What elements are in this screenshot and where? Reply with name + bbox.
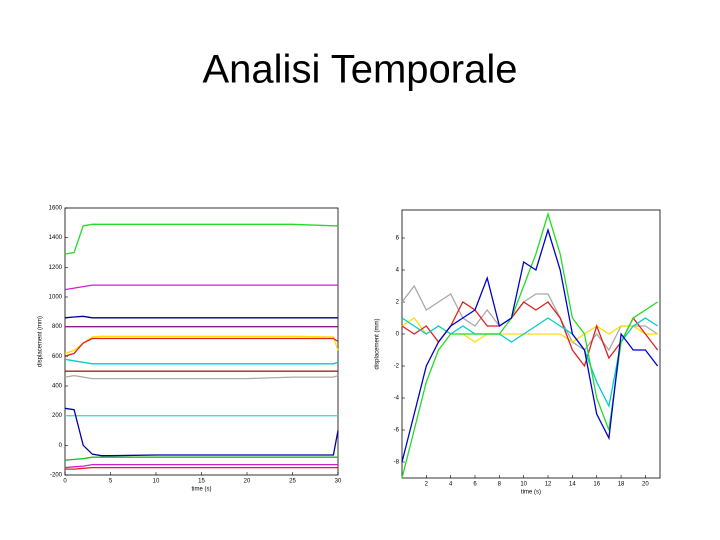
- x-tick-label: 30: [335, 479, 342, 485]
- plot-frame: [401, 209, 661, 479]
- data-line: [64, 223, 338, 255]
- x-tick-label: 12: [545, 482, 552, 488]
- data-line: [64, 456, 338, 461]
- x-tick-label: 6: [473, 482, 477, 488]
- y-tick-label: -4: [394, 396, 400, 402]
- x-tick-label: 18: [618, 482, 625, 488]
- y-tick-label: -6: [394, 428, 400, 434]
- data-line: [64, 463, 338, 469]
- y-tick-label: 0: [396, 332, 400, 338]
- y-tick-label: 200: [52, 413, 63, 419]
- y-tick-label: 400: [52, 384, 63, 390]
- x-tick-label: 4: [449, 482, 453, 488]
- data-line: [64, 374, 339, 380]
- data-line: [64, 358, 339, 365]
- y-tick-label: 1200: [49, 265, 63, 271]
- y-tick-label: 600: [52, 354, 63, 360]
- x-tick-label: 20: [244, 479, 251, 485]
- y-tick-label: 2: [396, 300, 400, 306]
- y-tick-label: 1000: [49, 295, 63, 301]
- data-line: [64, 337, 339, 357]
- y-tick-label: 0: [59, 443, 63, 449]
- y-tick-label: 1400: [49, 235, 63, 241]
- x-tick-label: 25: [289, 479, 296, 485]
- slide-title: Analisi Temporale: [203, 48, 518, 92]
- y-tick-label: 800: [52, 324, 63, 330]
- x-tick-label: 8: [498, 482, 502, 488]
- x-tick-label: 15: [198, 479, 205, 485]
- data-line: [64, 315, 338, 319]
- data-line: [401, 284, 658, 352]
- x-tick-label: 0: [63, 479, 67, 485]
- y-axis-label: displacement (mm): [375, 318, 381, 369]
- x-tick-label: 14: [569, 482, 576, 488]
- x-axis-label: time (s): [192, 487, 212, 493]
- data-line: [401, 317, 658, 408]
- data-line: [65, 466, 338, 470]
- x-tick-label: 20: [642, 482, 649, 488]
- plot-frame: [64, 207, 339, 476]
- y-tick-label: 1600: [49, 206, 63, 212]
- x-tick-label: 10: [153, 479, 160, 485]
- x-tick-label: 16: [593, 482, 600, 488]
- data-line: [64, 407, 339, 457]
- x-tick-label: 2: [425, 482, 429, 488]
- y-tick-label: -8: [394, 460, 400, 466]
- y-tick-label: -200: [50, 473, 63, 479]
- data-line: [401, 227, 659, 463]
- y-tick-label: 4: [396, 268, 400, 274]
- x-axis-label: time (s): [521, 490, 541, 496]
- y-axis-label: displacement (mm): [38, 316, 44, 367]
- y-tick-label: -2: [394, 364, 400, 370]
- data-line: [64, 284, 338, 291]
- x-tick-label: 5: [109, 479, 113, 485]
- y-tick-label: 6: [396, 236, 400, 242]
- x-tick-label: 10: [520, 482, 527, 488]
